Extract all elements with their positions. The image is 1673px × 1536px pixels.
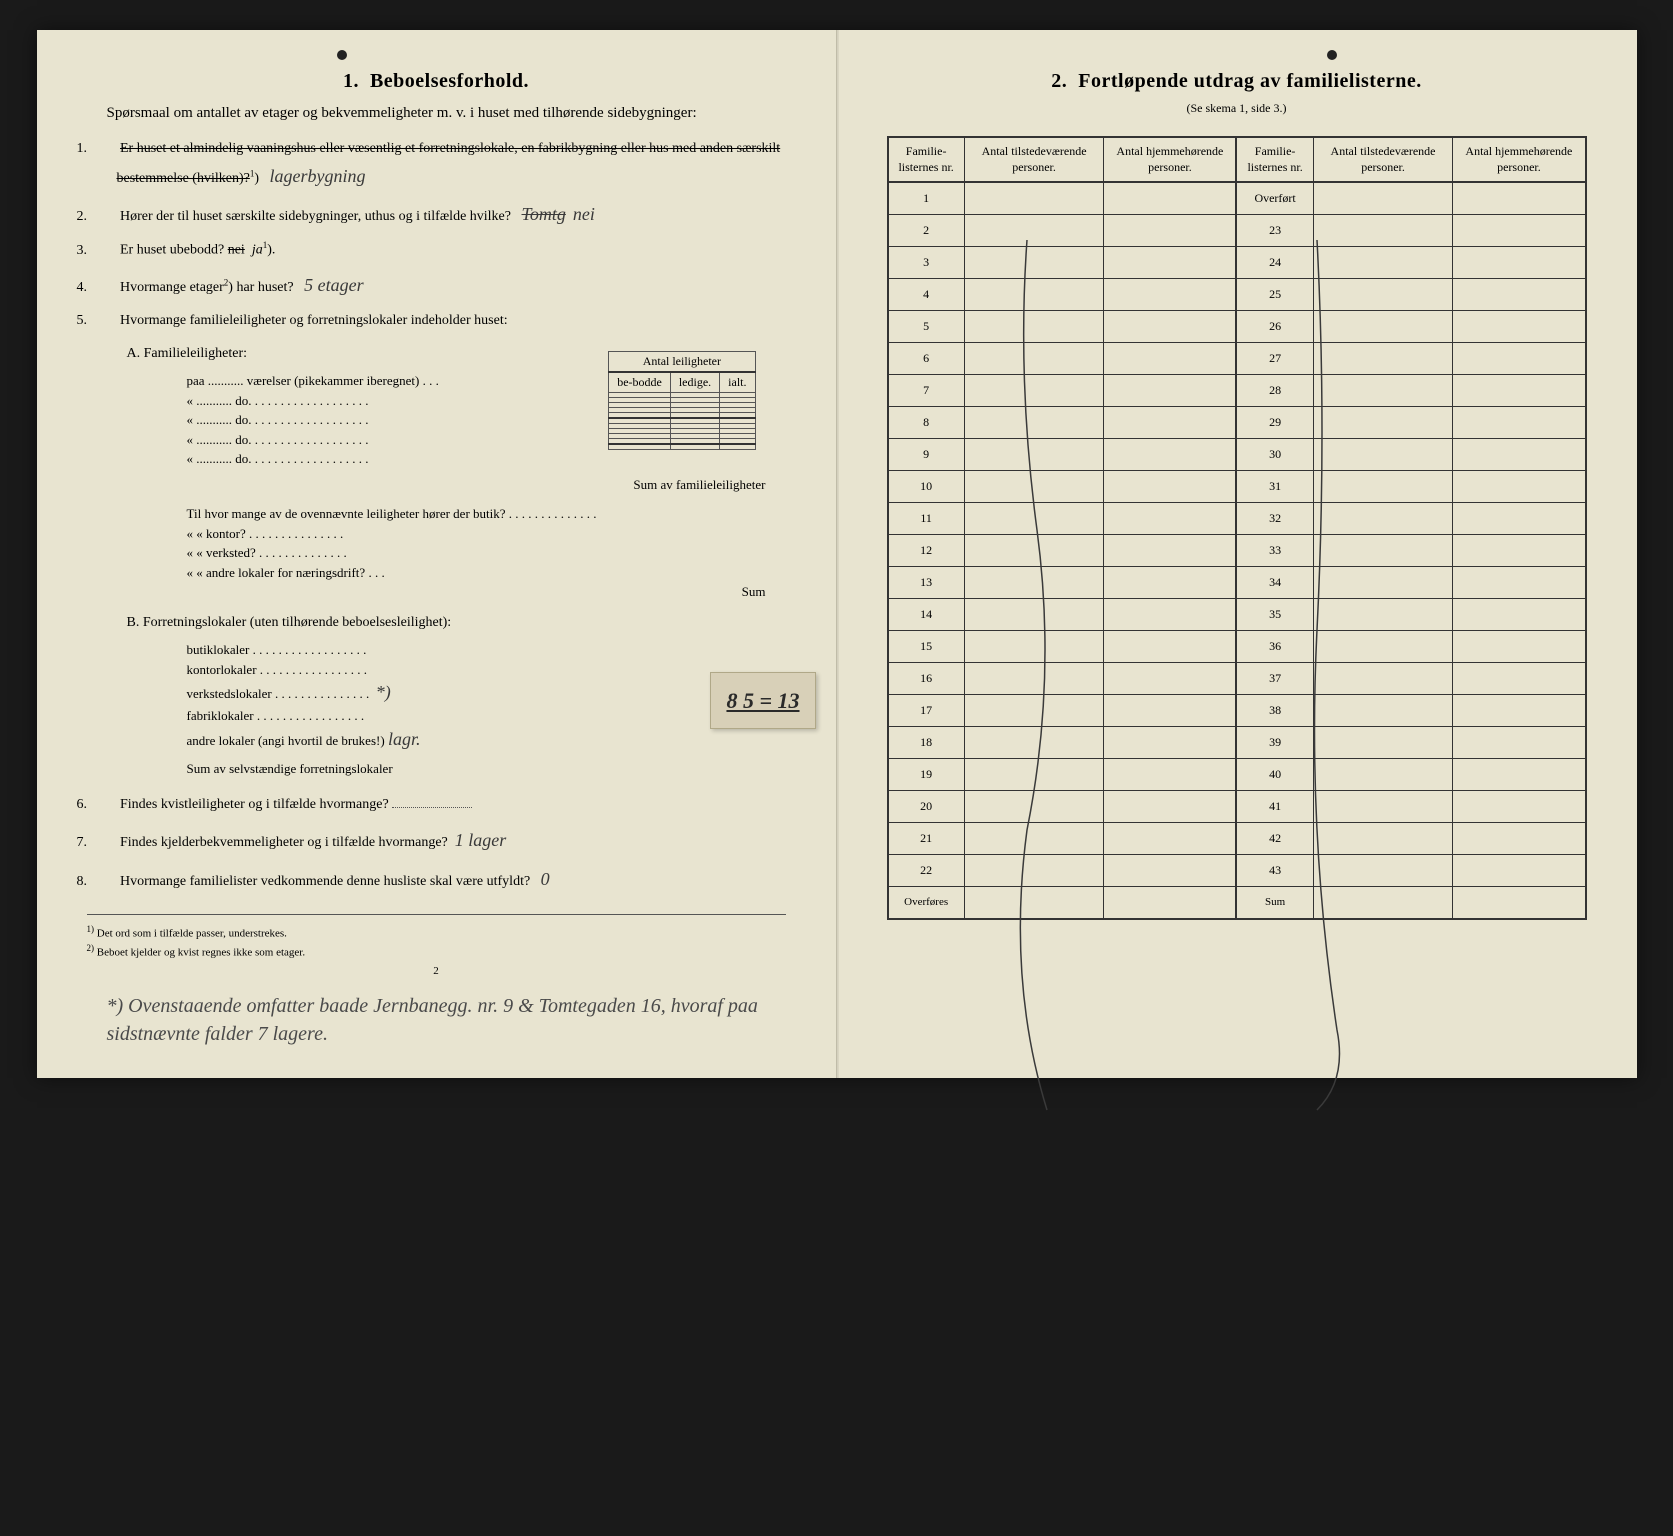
table-row: 1435 (888, 599, 1586, 631)
document-page: 1. Beboelsesforhold. Spørsmaal om antall… (37, 30, 1637, 1078)
table-row: 223 (888, 215, 1586, 247)
sum-label: Sum av familieleiligheter (127, 475, 786, 495)
handwritten-bottom-note: *) Ovenstaaende omfatter baade Jernbaneg… (87, 992, 786, 1048)
table-row: 1Overført (888, 182, 1586, 215)
table-row: 829 (888, 407, 1586, 439)
table-row: 1233 (888, 535, 1586, 567)
col-header: Antal tilstedeværende personer. (1313, 137, 1453, 182)
table-row: 627 (888, 343, 1586, 375)
question-1: 1. Er huset et almindelig vaaningshus el… (87, 137, 786, 191)
col-bebodde: be-bodde (609, 372, 671, 393)
table-row: 1637 (888, 663, 1586, 695)
sum-label: Sum (127, 582, 786, 602)
question-6: 6. Findes kvistleiligheter og i tilfælde… (87, 793, 786, 817)
section-2-title: 2. Fortløpende utdrag av familielisterne… (887, 70, 1587, 93)
list-item: Til hvor mange av de ovennævnte leilighe… (127, 504, 786, 524)
list-item: fabriklokaler . . . . . . . . . . . . . … (127, 706, 786, 726)
list-item: « « kontor? . . . . . . . . . . . . . . … (127, 524, 786, 544)
page-fold (837, 30, 839, 1078)
table-row: 1940 (888, 759, 1586, 791)
table-row: 1334 (888, 567, 1586, 599)
table-row: 2041 (888, 791, 1586, 823)
col-header: Familie-listernes nr. (888, 137, 965, 182)
table-header: Antal leiligheter (609, 351, 755, 372)
col-header: Antal hjemmehørende personer. (1453, 137, 1586, 182)
col-header: Antal hjemmehørende personer. (1104, 137, 1237, 182)
page-number: 2 (87, 965, 786, 977)
table-row: 728 (888, 375, 1586, 407)
list-item: andre lokaler (angi hvortil de brukes!) … (127, 726, 786, 753)
leiligheter-table: Antal leiligheter be-bodde ledige. ialt. (608, 351, 755, 450)
question-4: 4. Hvormange etager2) har huset? 5 etage… (87, 270, 786, 301)
table-row: 930 (888, 439, 1586, 471)
section-b: B. Forretningslokaler (uten tilhørende b… (127, 612, 786, 778)
section-1-title: 1. Beboelsesforhold. (87, 70, 786, 93)
col-header: Familie-listernes nr. (1236, 137, 1313, 182)
question-2: 2. Hører der til huset særskilte sidebyg… (87, 199, 786, 230)
table-row: 2142 (888, 823, 1586, 855)
col-ialt: ialt. (720, 372, 755, 393)
section-2-subtitle: (Se skema 1, side 3.) (887, 101, 1587, 116)
table-row: 1536 (888, 631, 1586, 663)
col-header: Antal tilstedeværende personer. (964, 137, 1104, 182)
sum-label: Sum av selvstændige forretningslokaler (127, 759, 786, 779)
table-footer-row: OverføresSum (888, 887, 1586, 919)
table-row: 2243 (888, 855, 1586, 887)
question-3: 3. Er huset ubebodd? nei ja1). (87, 238, 786, 262)
table-row: 425 (888, 279, 1586, 311)
col-ledige: ledige. (670, 372, 719, 393)
table-row: 1738 (888, 695, 1586, 727)
table-row: 324 (888, 247, 1586, 279)
list-item: « « verksted? . . . . . . . . . . . . . … (127, 543, 786, 563)
table-row: 526 (888, 311, 1586, 343)
familieliste-table: Familie-listernes nr. Antal tilstedevære… (887, 136, 1587, 920)
list-item: butiklokaler . . . . . . . . . . . . . .… (127, 640, 786, 660)
intro-text: Spørsmaal om antallet av etager og bekve… (87, 101, 786, 125)
section-b-label: B. Forretningslokaler (uten tilhørende b… (127, 612, 786, 634)
list-item: « « andre lokaler for næringsdrift? . . … (127, 563, 786, 583)
question-8: 8. Hvormange familielister vedkommende d… (87, 864, 786, 895)
table-row: 1132 (888, 503, 1586, 535)
table-row: 1839 (888, 727, 1586, 759)
left-page: 1. Beboelsesforhold. Spørsmaal om antall… (37, 30, 837, 1078)
right-page: 2. Fortløpende utdrag av familielisterne… (837, 30, 1637, 1078)
list-item: « ........... do. . . . . . . . . . . . … (127, 449, 786, 469)
list-item: kontorlokaler . . . . . . . . . . . . . … (127, 660, 786, 680)
paper-patch: 8 5 = 13 (710, 672, 815, 729)
question-7: 7. Findes kjelderbekvemmeligheter og i t… (87, 825, 786, 856)
table-row: 1031 (888, 471, 1586, 503)
list-item: verkstedslokaler . . . . . . . . . . . .… (127, 679, 786, 706)
footnotes: 1) Det ord som i tilfælde passer, unders… (87, 914, 786, 961)
question-5: 5. Hvormange familieleiligheter og forre… (87, 309, 786, 333)
